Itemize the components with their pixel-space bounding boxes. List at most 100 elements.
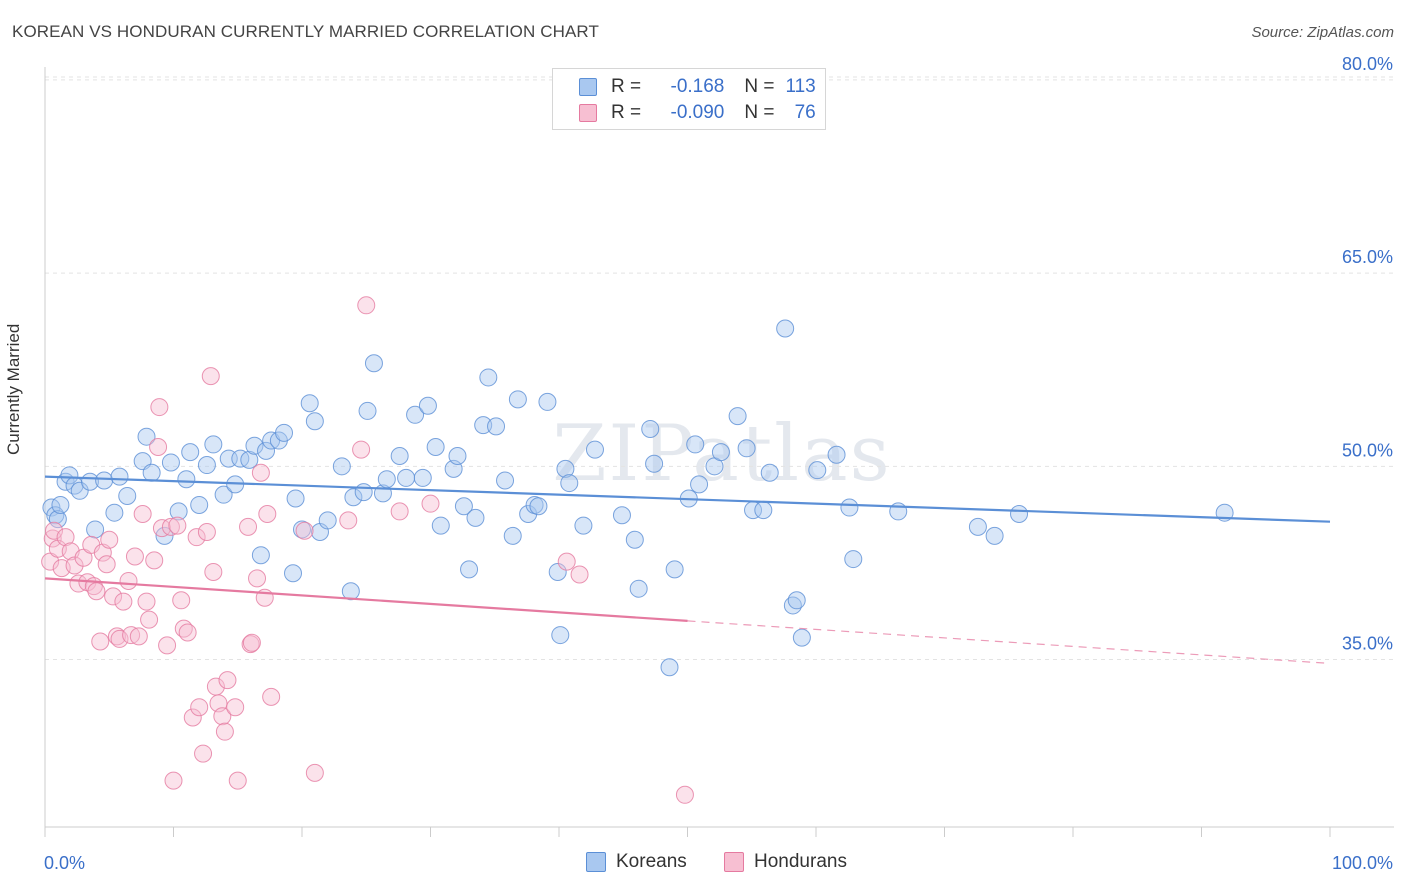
koreans-point <box>496 471 515 490</box>
correlation-legend: R = -0.168 N = 113 R = -0.090 N = 76 <box>552 68 826 130</box>
koreans-point <box>487 417 506 436</box>
koreans-point <box>519 504 538 523</box>
hondurans-point <box>56 528 75 547</box>
r-value: -0.090 <box>670 102 725 123</box>
hondurans-trend-extension <box>687 620 1331 665</box>
koreans-point <box>548 562 567 581</box>
koreans-point <box>51 495 70 514</box>
koreans-point <box>754 501 773 520</box>
hondurans-point <box>390 502 409 521</box>
hondurans-point <box>204 562 223 581</box>
hondurans-point <box>133 504 152 523</box>
legend-item-koreans: Koreans <box>586 851 687 873</box>
koreans-swatch <box>579 78 597 96</box>
koreans-point <box>728 407 747 426</box>
koreans-point <box>556 459 575 478</box>
hondurans-point <box>152 519 171 538</box>
koreans-point <box>711 443 730 462</box>
watermark: ZIPatlas <box>552 409 891 499</box>
hondurans-point <box>149 438 168 456</box>
hondurans-point <box>357 296 376 315</box>
r-value: -0.168 <box>670 76 725 97</box>
hondurans-point <box>305 763 324 782</box>
koreans-point <box>118 486 137 505</box>
hondurans-point <box>137 592 156 611</box>
koreans-point <box>474 416 493 435</box>
koreans-point <box>448 447 467 466</box>
y-tick-label: 50.0% <box>1342 440 1393 460</box>
hondurans-point <box>122 626 141 645</box>
hondurans-point <box>194 744 213 763</box>
hondurans-point <box>178 623 197 642</box>
koreans-point <box>625 530 644 549</box>
koreans-point <box>454 497 473 516</box>
hondurans-point <box>201 367 220 386</box>
hondurans-point <box>168 516 187 535</box>
hondurans-point <box>164 771 183 790</box>
koreans-point <box>466 508 485 527</box>
hondurans-point <box>675 785 694 804</box>
koreans-point <box>275 423 294 442</box>
hondurans-point <box>91 632 110 651</box>
koreans-point <box>426 438 445 456</box>
koreans-point <box>686 435 705 454</box>
koreans-point <box>251 546 270 565</box>
koreans-point <box>354 483 373 502</box>
koreans-point <box>690 475 709 494</box>
koreans-point <box>585 440 604 459</box>
source-label: Source: ZipAtlas.com <box>1251 24 1394 41</box>
koreans-point <box>418 396 437 415</box>
koreans-point <box>161 453 180 472</box>
series-legend: Koreans Hondurans <box>0 851 1406 877</box>
koreans-point <box>968 517 987 536</box>
n-label: N = <box>744 76 780 97</box>
hondurans-point <box>161 517 180 536</box>
hondurans-legend-label: Hondurans <box>754 851 847 872</box>
koreans-point <box>318 511 337 530</box>
hondurans-point <box>187 528 206 547</box>
koreans-point <box>760 463 779 482</box>
hondurans-point <box>140 610 159 629</box>
hondurans-point <box>262 687 281 706</box>
koreans-point <box>286 489 305 508</box>
koreans-point <box>204 435 223 454</box>
legend-row-koreans: R = -0.168 N = 113 <box>579 74 816 100</box>
hondurans-swatch <box>579 104 597 122</box>
koreans-point <box>358 401 377 420</box>
koreans-point <box>406 405 425 424</box>
r-label: R = <box>611 102 647 123</box>
koreans-point <box>60 466 79 485</box>
koreans-point <box>787 591 806 610</box>
hondurans-point <box>97 555 116 574</box>
koreans-point <box>460 560 479 579</box>
koreans-point <box>641 419 660 438</box>
koreans-point <box>341 582 360 601</box>
hondurans-point <box>190 698 209 717</box>
koreans-point <box>660 658 679 677</box>
koreans-point <box>48 510 67 529</box>
hondurans-trend-line <box>44 577 688 622</box>
hondurans-point <box>421 494 440 513</box>
hondurans-point <box>100 530 119 549</box>
hondurans-point <box>172 591 191 610</box>
koreans-point <box>808 461 827 480</box>
koreans-point <box>390 447 409 466</box>
legend-row-hondurans: R = -0.090 N = 76 <box>579 100 816 126</box>
koreans-point <box>538 392 557 411</box>
koreans-point <box>1010 504 1029 523</box>
hondurans-legend-swatch <box>724 852 744 872</box>
koreans-point <box>529 497 548 516</box>
koreans-point <box>844 550 863 569</box>
koreans-point <box>344 488 363 507</box>
koreans-point <box>95 471 114 490</box>
koreans-point <box>137 427 156 446</box>
hondurans-point <box>241 635 260 654</box>
koreans-point <box>245 436 264 455</box>
hondurans-point <box>339 511 358 530</box>
hondurans-point <box>239 517 258 536</box>
koreans-point <box>190 495 209 514</box>
koreans-point <box>377 470 396 489</box>
hondurans-point <box>104 587 123 606</box>
hondurans-point <box>87 582 106 601</box>
